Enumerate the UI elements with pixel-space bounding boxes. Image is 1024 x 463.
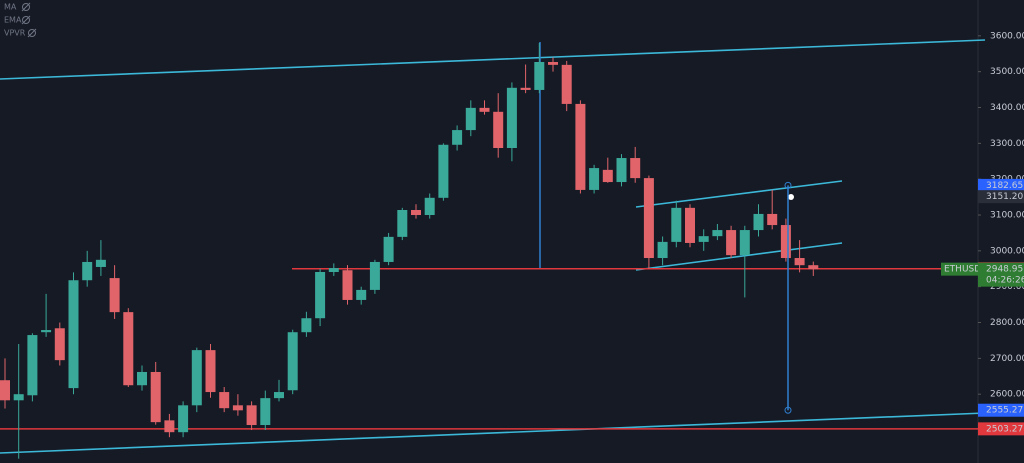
candle-body (534, 61, 545, 90)
eye-icons (21, 2, 37, 38)
candle-body (95, 259, 106, 267)
candle-body (397, 209, 408, 237)
symbol-tag (941, 262, 978, 276)
candle-body (246, 405, 257, 426)
y-tick-label: 3600.00 (990, 31, 1024, 41)
cursor-dot (788, 194, 794, 200)
price-tag-label: 3151.20 (986, 192, 1023, 202)
price-tag (978, 422, 1024, 436)
candle-body (602, 169, 613, 183)
price-tag-label: 2555.27 (986, 406, 1023, 416)
candle-body (411, 209, 421, 216)
candle-body (671, 207, 682, 242)
candle-body (616, 158, 627, 183)
candle-body (794, 258, 805, 266)
candle-body (150, 371, 161, 423)
candle-body (342, 270, 353, 300)
candle-body (808, 265, 819, 270)
candle-body (424, 197, 435, 216)
candle-body (726, 230, 737, 256)
candle-body (123, 312, 134, 386)
candle-body (356, 289, 367, 300)
candle-body (383, 236, 394, 262)
candle-body (685, 207, 695, 243)
candle-body (465, 107, 476, 131)
candle-body (753, 213, 764, 231)
candle-body (219, 392, 230, 409)
indicator: EMA (4, 16, 22, 25)
candle-body (739, 230, 750, 256)
candle-body (191, 350, 202, 406)
candle-body (767, 213, 778, 226)
price-tag (978, 190, 1024, 204)
candle-body (438, 144, 449, 198)
symbol-name: ETHUSDT (944, 265, 987, 275)
y-tick-label: 2600.00 (990, 390, 1024, 400)
y-tick-label: 3400.00 (990, 103, 1024, 113)
candle-body (520, 87, 531, 90)
indicator: VPVR (4, 29, 26, 38)
candle-body (479, 107, 490, 112)
candle-body (452, 130, 463, 145)
price-axis (978, 0, 1024, 463)
candle-body (109, 278, 120, 313)
candle-body (287, 332, 298, 391)
candle-body (315, 271, 326, 319)
candle-body (54, 328, 65, 361)
candle-body (698, 236, 709, 242)
price-tag (978, 178, 1024, 192)
indicator: MA (4, 3, 17, 12)
candle-body (301, 318, 312, 333)
measure-handle (784, 181, 792, 189)
candle-body (274, 392, 284, 399)
y-tick-label: 2900.00 (990, 282, 1024, 292)
candle-body (0, 380, 10, 401)
candle-body (493, 111, 504, 149)
candle-body (712, 230, 723, 237)
measure-handle (784, 406, 792, 414)
candle-body (164, 420, 175, 433)
y-tick-label: 3300.00 (990, 139, 1024, 149)
price-tag-label: 3182.65 (986, 181, 1023, 191)
candle-body (260, 398, 271, 426)
candle-body (589, 168, 600, 190)
price-tag-label: 2503.27 (986, 424, 1023, 434)
y-tick-label: 3100.00 (990, 211, 1024, 221)
candle-body (13, 394, 24, 401)
candle-body (657, 241, 668, 259)
candle-body (575, 103, 586, 190)
y-tick-label: 2800.00 (990, 318, 1024, 328)
candle-body (780, 225, 791, 259)
candle-body (548, 61, 558, 65)
candle-body (137, 371, 147, 386)
candle-body (630, 158, 641, 179)
candle-body (205, 350, 216, 393)
y-tick-label: 3000.00 (990, 246, 1024, 256)
candle-body (369, 261, 380, 290)
candle-body (232, 405, 243, 411)
candle-body (506, 87, 517, 149)
candle-body (561, 64, 572, 104)
y-tick-label: 2700.00 (990, 354, 1024, 364)
candle-body (178, 405, 189, 433)
candle-body (328, 268, 339, 272)
price-tag-label: 2948.95 (986, 265, 1023, 275)
price-tag (978, 403, 1024, 417)
candle-body (82, 261, 93, 281)
candle-body (68, 280, 79, 389)
trendlines (0, 39, 986, 454)
y-tick-label: 3500.00 (990, 67, 1024, 77)
countdown: 04:26:26 (986, 276, 1024, 286)
candle-body (41, 330, 52, 333)
price-tag (978, 262, 1024, 287)
candle-body (643, 178, 654, 259)
candle-body (27, 335, 38, 396)
legend: MA EMA VPVR (4, 2, 37, 38)
